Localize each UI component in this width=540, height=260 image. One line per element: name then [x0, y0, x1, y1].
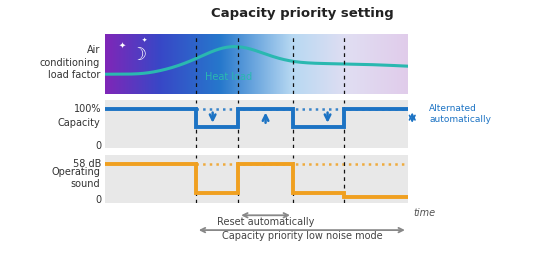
Text: Heat load: Heat load — [205, 72, 252, 82]
Text: Operating
sound: Operating sound — [51, 167, 100, 189]
Text: ✦: ✦ — [142, 37, 147, 42]
Text: time: time — [413, 208, 435, 218]
Text: ☽: ☽ — [131, 46, 147, 64]
Text: 58 dB: 58 dB — [73, 159, 102, 169]
Text: Capacity: Capacity — [57, 118, 100, 128]
Text: Capacity priority setting: Capacity priority setting — [211, 6, 394, 20]
Text: ✦: ✦ — [118, 40, 125, 49]
Text: 100%: 100% — [74, 104, 102, 114]
Text: 0: 0 — [95, 196, 102, 205]
Text: Reset automatically: Reset automatically — [217, 217, 314, 226]
Text: Air
conditioning
load factor: Air conditioning load factor — [39, 45, 100, 80]
Text: 0: 0 — [95, 141, 102, 151]
Text: Alternated
automatically: Alternated automatically — [429, 103, 491, 124]
Text: Capacity priority low noise mode: Capacity priority low noise mode — [221, 231, 382, 241]
